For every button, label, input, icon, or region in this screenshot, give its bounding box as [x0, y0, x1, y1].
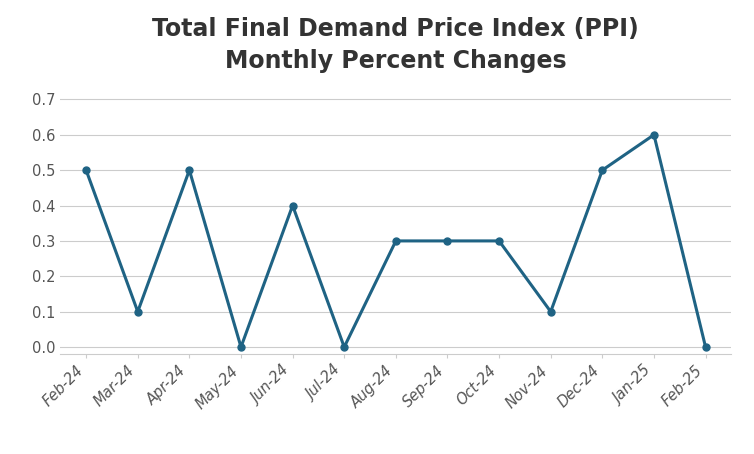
Title: Total Final Demand Price Index (PPI)
Monthly Percent Changes: Total Final Demand Price Index (PPI) Mon… [152, 17, 639, 73]
